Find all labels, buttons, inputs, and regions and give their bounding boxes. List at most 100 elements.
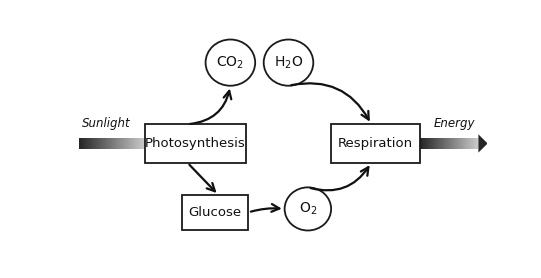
Polygon shape <box>130 138 131 149</box>
Polygon shape <box>475 138 476 149</box>
FancyBboxPatch shape <box>145 124 246 163</box>
Polygon shape <box>102 138 103 149</box>
Polygon shape <box>430 138 431 149</box>
Polygon shape <box>442 138 443 149</box>
Polygon shape <box>110 138 111 149</box>
Polygon shape <box>100 138 101 149</box>
Polygon shape <box>126 138 127 149</box>
Polygon shape <box>473 138 474 149</box>
Polygon shape <box>79 138 80 149</box>
Polygon shape <box>138 138 140 149</box>
Polygon shape <box>117 138 118 149</box>
Polygon shape <box>433 138 434 149</box>
Polygon shape <box>128 138 129 149</box>
Polygon shape <box>436 138 437 149</box>
Polygon shape <box>133 138 134 149</box>
Polygon shape <box>470 138 471 149</box>
Polygon shape <box>122 138 123 149</box>
Polygon shape <box>127 138 128 149</box>
Polygon shape <box>107 138 108 149</box>
Polygon shape <box>97 138 98 149</box>
Polygon shape <box>459 138 460 149</box>
Polygon shape <box>441 138 442 149</box>
Polygon shape <box>432 138 433 149</box>
Polygon shape <box>429 138 430 149</box>
Polygon shape <box>438 138 439 149</box>
Ellipse shape <box>285 187 331 230</box>
Text: Glucose: Glucose <box>189 206 242 219</box>
Polygon shape <box>86 138 87 149</box>
Polygon shape <box>90 138 91 149</box>
Polygon shape <box>88 138 89 149</box>
Polygon shape <box>82 138 83 149</box>
Ellipse shape <box>206 39 255 86</box>
Polygon shape <box>420 138 421 149</box>
Polygon shape <box>440 138 441 149</box>
Polygon shape <box>434 138 435 149</box>
Polygon shape <box>135 138 136 149</box>
Polygon shape <box>431 138 432 149</box>
Polygon shape <box>435 138 436 149</box>
Polygon shape <box>140 138 141 149</box>
Polygon shape <box>115 138 116 149</box>
Polygon shape <box>465 138 466 149</box>
Polygon shape <box>451 138 452 149</box>
Polygon shape <box>478 134 487 153</box>
Polygon shape <box>428 138 429 149</box>
Polygon shape <box>439 138 440 149</box>
Text: O$_2$: O$_2$ <box>299 201 317 217</box>
Polygon shape <box>81 138 82 149</box>
Polygon shape <box>452 138 453 149</box>
Polygon shape <box>423 138 424 149</box>
Polygon shape <box>93 138 94 149</box>
Polygon shape <box>468 138 469 149</box>
Polygon shape <box>118 138 119 149</box>
Polygon shape <box>119 138 120 149</box>
FancyBboxPatch shape <box>182 195 248 230</box>
Text: Sunlight: Sunlight <box>82 116 130 130</box>
Polygon shape <box>105 138 107 149</box>
Polygon shape <box>137 138 138 149</box>
Text: Photosynthesis: Photosynthesis <box>145 137 246 150</box>
Text: H$_2$O: H$_2$O <box>274 54 303 71</box>
Polygon shape <box>80 138 81 149</box>
Polygon shape <box>84 138 85 149</box>
Polygon shape <box>136 138 137 149</box>
Polygon shape <box>134 138 135 149</box>
Polygon shape <box>464 138 465 149</box>
Text: Energy: Energy <box>433 116 475 130</box>
Polygon shape <box>460 138 461 149</box>
Polygon shape <box>426 138 427 149</box>
FancyBboxPatch shape <box>331 124 420 163</box>
Polygon shape <box>116 138 117 149</box>
Polygon shape <box>120 138 121 149</box>
Polygon shape <box>453 138 454 149</box>
Polygon shape <box>99 138 100 149</box>
Polygon shape <box>91 138 93 149</box>
Polygon shape <box>94 138 95 149</box>
Polygon shape <box>455 138 456 149</box>
Polygon shape <box>471 138 472 149</box>
Polygon shape <box>461 138 463 149</box>
Text: CO$_2$: CO$_2$ <box>216 54 245 71</box>
Polygon shape <box>113 138 114 149</box>
Polygon shape <box>112 138 113 149</box>
Polygon shape <box>447 138 448 149</box>
Polygon shape <box>456 138 457 149</box>
Polygon shape <box>446 138 447 149</box>
Polygon shape <box>98 138 99 149</box>
Polygon shape <box>427 138 428 149</box>
Polygon shape <box>114 138 115 149</box>
Polygon shape <box>123 138 124 149</box>
Polygon shape <box>141 138 142 149</box>
Polygon shape <box>454 138 455 149</box>
Polygon shape <box>131 138 132 149</box>
Polygon shape <box>424 138 425 149</box>
Polygon shape <box>425 138 426 149</box>
Polygon shape <box>124 138 126 149</box>
Polygon shape <box>96 138 97 149</box>
Polygon shape <box>466 138 467 149</box>
Polygon shape <box>83 138 84 149</box>
Polygon shape <box>121 138 122 149</box>
Polygon shape <box>445 138 446 149</box>
